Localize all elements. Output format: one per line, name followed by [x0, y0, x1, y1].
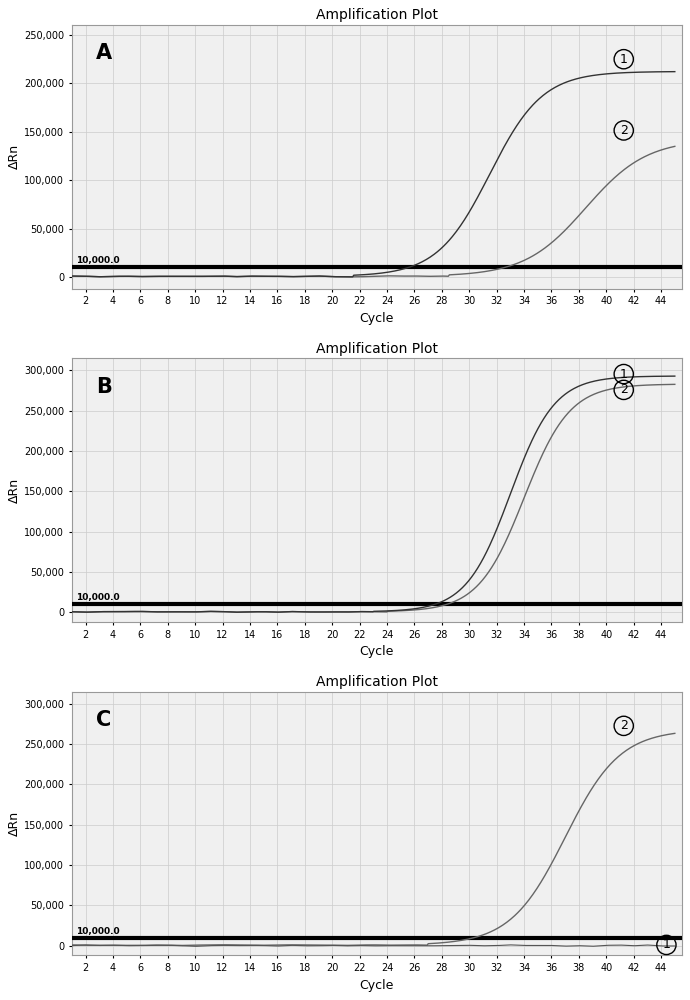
X-axis label: Cycle: Cycle [359, 979, 394, 992]
Title: Amplification Plot: Amplification Plot [316, 8, 437, 22]
Y-axis label: ΔRn: ΔRn [8, 144, 21, 169]
Text: 1: 1 [662, 938, 671, 951]
Text: 2: 2 [620, 124, 628, 137]
X-axis label: Cycle: Cycle [359, 645, 394, 658]
Title: Amplification Plot: Amplification Plot [316, 675, 437, 689]
Text: C: C [97, 710, 112, 730]
X-axis label: Cycle: Cycle [359, 312, 394, 325]
Y-axis label: ΔRn: ΔRn [8, 478, 21, 503]
Text: 10,000.0: 10,000.0 [76, 256, 119, 265]
Text: 2: 2 [620, 719, 628, 732]
Text: A: A [97, 43, 112, 63]
Text: 1: 1 [620, 53, 628, 66]
Y-axis label: ΔRn: ΔRn [8, 811, 21, 836]
Text: 10,000.0: 10,000.0 [76, 927, 119, 936]
Text: B: B [97, 377, 112, 397]
Text: 10,000.0: 10,000.0 [76, 593, 119, 602]
Text: 2: 2 [620, 383, 628, 396]
Title: Amplification Plot: Amplification Plot [316, 342, 437, 356]
Text: 1: 1 [620, 368, 628, 381]
